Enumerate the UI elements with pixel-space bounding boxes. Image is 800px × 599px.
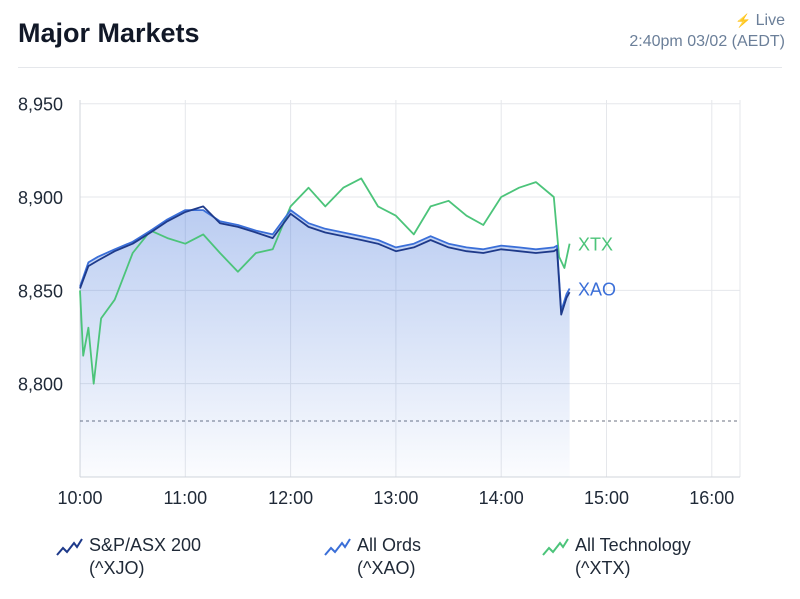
legend-item-xjo[interactable]: S&P/ASX 200 (^XJO): [55, 534, 201, 580]
legend-code: (^XJO): [89, 558, 145, 578]
x-tick-label: 16:00: [689, 488, 734, 508]
series-line-xao: [79, 209, 571, 312]
lightning-icon: ⚡: [735, 13, 752, 28]
y-tick-label: 8,900: [18, 188, 63, 208]
trend-icon: [324, 538, 351, 556]
x-tick-label: 12:00: [268, 488, 313, 508]
divider: [18, 67, 782, 68]
legend-label: S&P/ASX 200: [89, 535, 202, 555]
live-label: Live: [755, 12, 785, 29]
x-tick-label: 10:00: [57, 488, 102, 508]
x-tick-label: 11:00: [163, 488, 207, 508]
legend-item-xtx[interactable]: All Technology (^XTX): [541, 534, 691, 580]
legend-code: (^XTX): [575, 558, 631, 578]
y-tick-label: 8,800: [18, 375, 63, 395]
legend-item-xao[interactable]: All Ords (^XAO): [323, 534, 421, 580]
trend-icon: [542, 538, 569, 556]
series-line-xtx: [79, 177, 571, 385]
page-title: Major Markets: [18, 18, 200, 48]
timestamp: 2:40pm 03/02 (AEDT): [629, 33, 785, 50]
end-label-xtx: XTX: [578, 235, 613, 255]
legend-label: All Technology: [575, 535, 691, 555]
y-tick-label: 8,850: [18, 281, 63, 301]
legend-code: (^XAO): [357, 558, 416, 578]
y-tick-label: 8,950: [18, 95, 63, 115]
market-chart: 10:00 11:00 12:00 13:00 14:00 15:00 16:00 8,800…: [18, 95, 741, 508]
trend-icon: [56, 538, 83, 556]
area-fill-xao: [80, 210, 570, 477]
x-tick-label: 15:00: [584, 488, 629, 508]
end-label-xao: XAO: [578, 280, 616, 300]
series-line-xjo: [79, 205, 571, 316]
x-tick-label: 14:00: [479, 488, 524, 508]
legend-label: All Ords: [357, 535, 422, 555]
live-status: ⚡ Live 2:40pm 03/02 (AEDT): [629, 10, 785, 52]
x-tick-label: 13:00: [373, 488, 418, 508]
